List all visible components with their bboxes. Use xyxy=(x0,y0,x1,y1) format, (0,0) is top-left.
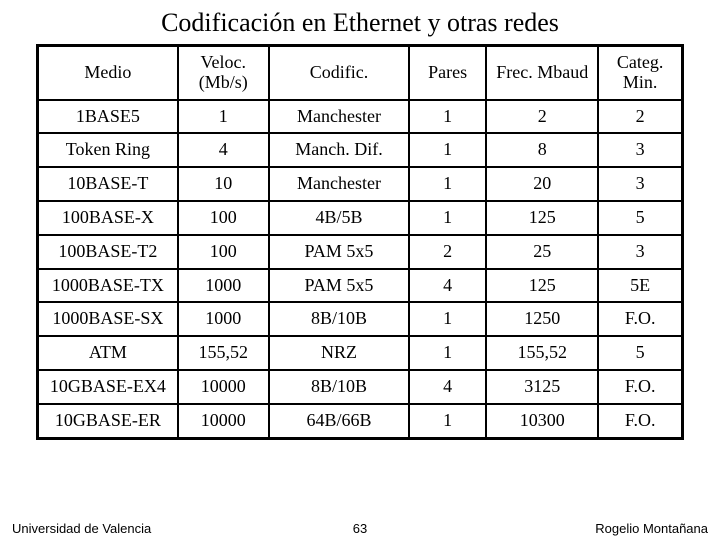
table-row: 10GBASE-ER1000064B/66B110300F.O. xyxy=(38,404,683,438)
table-cell: Token Ring xyxy=(38,133,178,167)
table-row: ATM155,52NRZ1155,525 xyxy=(38,336,683,370)
col-header: Frec. Mbaud xyxy=(486,46,598,100)
table-cell: 1000BASE-SX xyxy=(38,302,178,336)
table-cell: 10GBASE-ER xyxy=(38,404,178,438)
col-header: Categ. Min. xyxy=(598,46,682,100)
table-cell: 100BASE-X xyxy=(38,201,178,235)
table-cell: 125 xyxy=(486,269,598,303)
table-row: 1000BASE-TX1000PAM 5x541255E xyxy=(38,269,683,303)
table-cell: 155,52 xyxy=(178,336,269,370)
table-cell: 10300 xyxy=(486,404,598,438)
table-cell: 2 xyxy=(409,235,486,269)
table-cell: 155,52 xyxy=(486,336,598,370)
table-cell: ATM xyxy=(38,336,178,370)
table-cell: 1 xyxy=(178,100,269,134)
table-cell: 1 xyxy=(409,336,486,370)
table-cell: 8 xyxy=(486,133,598,167)
table-row: Token Ring4Manch. Dif.183 xyxy=(38,133,683,167)
col-header: Medio xyxy=(38,46,178,100)
table-cell: 10000 xyxy=(178,370,269,404)
table-cell: 64B/66B xyxy=(269,404,409,438)
page-title: Codificación en Ethernet y otras redes xyxy=(0,0,720,44)
table-cell: 4B/5B xyxy=(269,201,409,235)
table-cell: 1BASE5 xyxy=(38,100,178,134)
table-row: 10GBASE-EX4100008B/10B43125F.O. xyxy=(38,370,683,404)
table-cell: 5 xyxy=(598,336,682,370)
table-cell: 1000BASE-TX xyxy=(38,269,178,303)
table-cell: 100 xyxy=(178,201,269,235)
table-cell: 10BASE-T xyxy=(38,167,178,201)
table-row: 100BASE-T2100PAM 5x52253 xyxy=(38,235,683,269)
table-row: 10BASE-T10Manchester1203 xyxy=(38,167,683,201)
col-header: Codific. xyxy=(269,46,409,100)
table-cell: 125 xyxy=(486,201,598,235)
table-row: 1000BASE-SX10008B/10B11250F.O. xyxy=(38,302,683,336)
table-cell: 100 xyxy=(178,235,269,269)
table-cell: 1 xyxy=(409,133,486,167)
col-header: Veloc. (Mb/s) xyxy=(178,46,269,100)
table-cell: 2 xyxy=(598,100,682,134)
table-cell: 4 xyxy=(409,370,486,404)
table-cell: 25 xyxy=(486,235,598,269)
table-container: Medio Veloc. (Mb/s) Codific. Pares Frec.… xyxy=(0,44,720,440)
table-cell: 8B/10B xyxy=(269,302,409,336)
table-cell: 1000 xyxy=(178,269,269,303)
table-cell: 8B/10B xyxy=(269,370,409,404)
table-header-row: Medio Veloc. (Mb/s) Codific. Pares Frec.… xyxy=(38,46,683,100)
table-cell: F.O. xyxy=(598,370,682,404)
footer-right: Rogelio Montañana xyxy=(595,521,708,536)
table-cell: 1 xyxy=(409,100,486,134)
table-cell: 5E xyxy=(598,269,682,303)
table-cell: PAM 5x5 xyxy=(269,235,409,269)
table-cell: 100BASE-T2 xyxy=(38,235,178,269)
table-cell: 10 xyxy=(178,167,269,201)
encoding-table: Medio Veloc. (Mb/s) Codific. Pares Frec.… xyxy=(36,44,684,440)
table-cell: Manchester xyxy=(269,100,409,134)
table-cell: Manchester xyxy=(269,167,409,201)
table-cell: NRZ xyxy=(269,336,409,370)
table-body: 1BASE51Manchester122Token Ring4Manch. Di… xyxy=(38,100,683,438)
table-cell: 1 xyxy=(409,302,486,336)
table-cell: 1000 xyxy=(178,302,269,336)
table-cell: 4 xyxy=(178,133,269,167)
table-cell: 3 xyxy=(598,133,682,167)
table-cell: 5 xyxy=(598,201,682,235)
table-cell: 1 xyxy=(409,167,486,201)
table-cell: 20 xyxy=(486,167,598,201)
table-row: 100BASE-X1004B/5B11255 xyxy=(38,201,683,235)
table-cell: 3125 xyxy=(486,370,598,404)
table-cell: PAM 5x5 xyxy=(269,269,409,303)
table-cell: 10GBASE-EX4 xyxy=(38,370,178,404)
table-cell: 2 xyxy=(486,100,598,134)
table-cell: Manch. Dif. xyxy=(269,133,409,167)
col-header: Pares xyxy=(409,46,486,100)
table-cell: 10000 xyxy=(178,404,269,438)
table-cell: 1 xyxy=(409,201,486,235)
table-cell: 4 xyxy=(409,269,486,303)
table-row: 1BASE51Manchester122 xyxy=(38,100,683,134)
table-cell: 3 xyxy=(598,235,682,269)
table-cell: 1 xyxy=(409,404,486,438)
table-cell: 1250 xyxy=(486,302,598,336)
table-cell: F.O. xyxy=(598,302,682,336)
table-cell: 3 xyxy=(598,167,682,201)
table-cell: F.O. xyxy=(598,404,682,438)
